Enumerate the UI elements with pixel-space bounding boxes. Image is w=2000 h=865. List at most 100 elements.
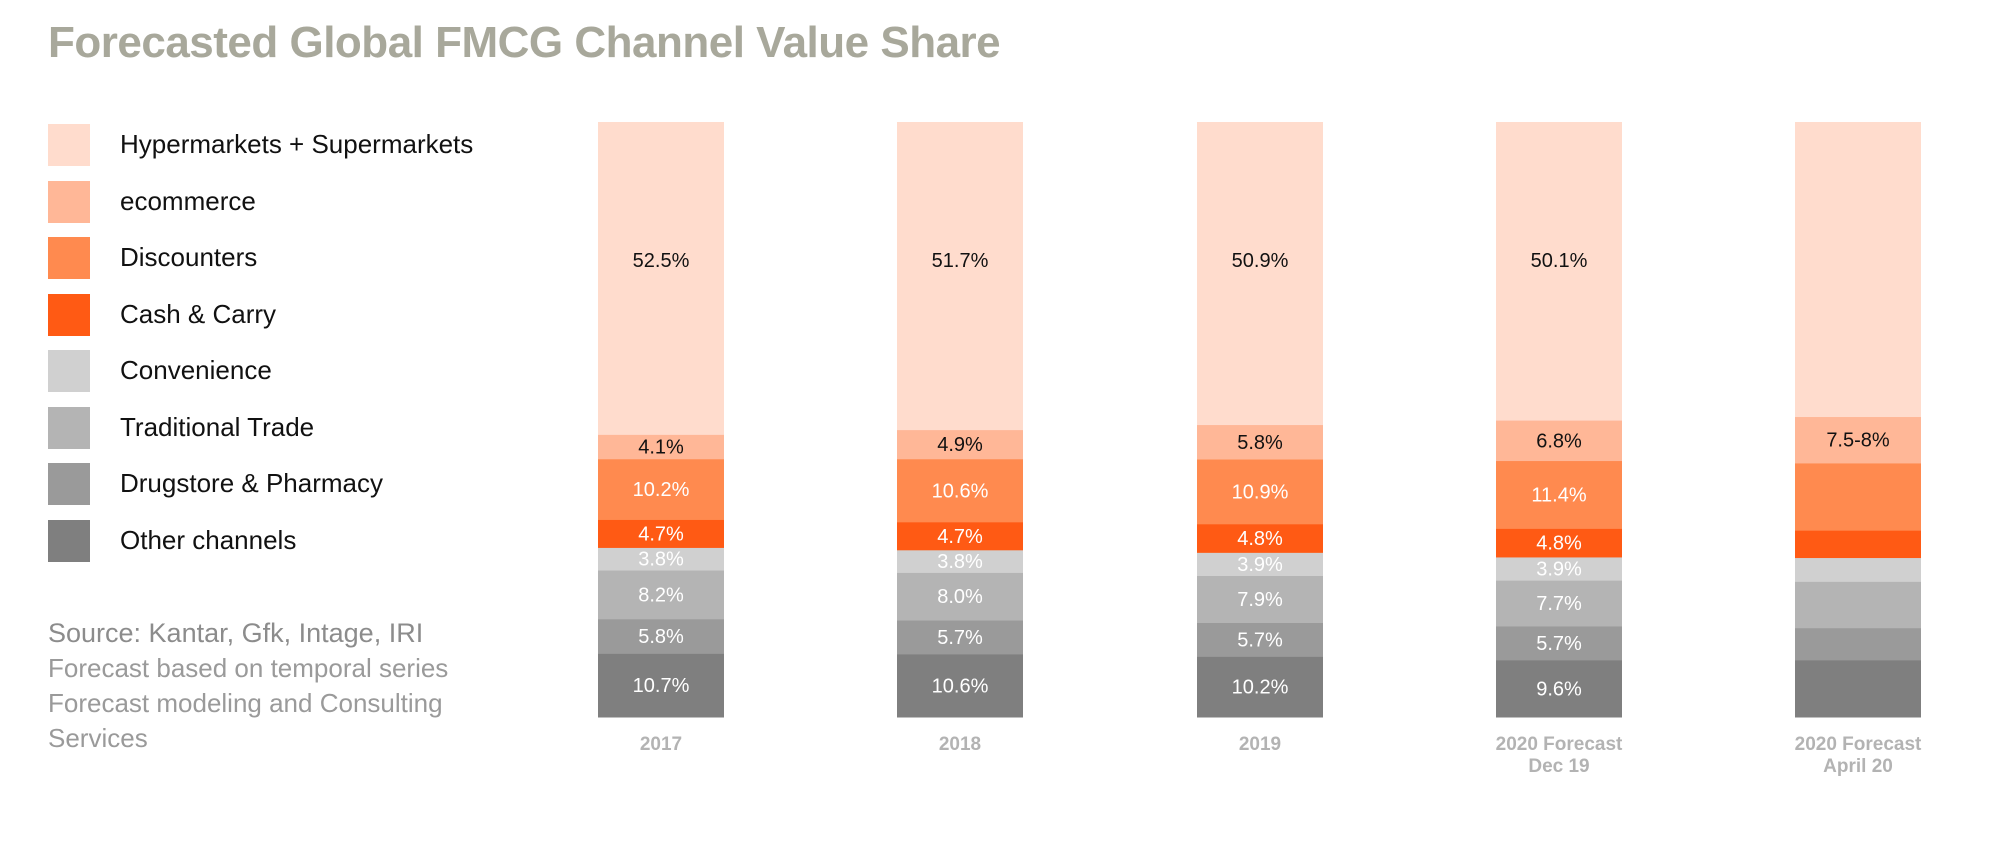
- bar-data-label: 8.0%: [937, 586, 983, 608]
- bar-segment: [897, 620, 1023, 655]
- bar-segment: [598, 519, 724, 548]
- legend-label-ecommerce: ecommerce: [120, 185, 256, 216]
- bar-data-label: 10.6%: [932, 675, 989, 697]
- legend-label-traditional-trade: Traditional Trade: [120, 411, 315, 442]
- x-category-label: 2019: [1239, 734, 1281, 755]
- legend-swatch-convenience: [48, 350, 90, 392]
- bar-segment: [1496, 625, 1622, 661]
- bar-segment: [598, 434, 724, 460]
- chart-title: Forecasted Global FMCG Channel Value Sha…: [48, 18, 1001, 67]
- bar-data-label: 4.1%: [638, 437, 684, 459]
- legend-swatch-drugstore: [48, 463, 90, 505]
- bar-data-label: 5.8%: [1237, 432, 1283, 454]
- bar-segment: [1795, 122, 1921, 418]
- bar-segment: [1197, 656, 1323, 718]
- bar-segment: [1197, 122, 1323, 426]
- bar-data-label: 10.6%: [932, 480, 989, 502]
- bar-segment: [1795, 416, 1921, 464]
- legend-label-drugstore: Drugstore & Pharmacy: [120, 468, 383, 498]
- bar-segment: [897, 549, 1023, 573]
- legend-swatch-cash-carry: [48, 293, 90, 336]
- bar-data-label: 4.8%: [1237, 528, 1283, 550]
- bar-segment: [897, 458, 1023, 523]
- bar-segment: [897, 572, 1023, 621]
- bar-data-label: 11.4%: [1531, 484, 1586, 506]
- legend-label-cash-carry: Cash & Carry: [120, 298, 277, 329]
- legend-label-convenience: Convenience: [120, 355, 272, 385]
- bar-data-label: 5.7%: [1536, 633, 1582, 655]
- bar-segment: [1496, 580, 1622, 627]
- bar-segment: [1795, 659, 1921, 718]
- bar-data-label: 10.7%: [633, 675, 690, 697]
- bar-segment: [897, 122, 1023, 431]
- bar-data-label: 10.2%: [633, 479, 690, 501]
- source-forecast-note: Forecast based on temporal series Foreca…: [48, 653, 449, 753]
- bar-data-label: 10.2%: [1232, 677, 1289, 699]
- bar-data-label: 4.8%: [1536, 533, 1582, 555]
- bar-data-label: 3.9%: [1536, 559, 1582, 581]
- bar-data-label: 3.9%: [1237, 554, 1283, 576]
- bar-segment: [1496, 460, 1622, 529]
- bar-data-label: 8.2%: [638, 584, 684, 606]
- x-category-label: 2017: [640, 734, 682, 755]
- bar-segment: [1795, 462, 1921, 531]
- x-category-label: 2020 Forecast: [1496, 734, 1623, 755]
- bar-segment: [1795, 581, 1921, 629]
- bar-segment: [1197, 523, 1323, 553]
- bar-data-label: 5.7%: [1237, 629, 1283, 651]
- bar-data-label: 7.5-8%: [1826, 430, 1890, 452]
- bar-data-label: 4.7%: [937, 526, 983, 548]
- x-category-label: April 20: [1823, 756, 1893, 777]
- source-note: Source: Kantar, Gfk, Intage, IRI Forecas…: [48, 615, 468, 756]
- bar-segment: [598, 570, 724, 620]
- bar-data-label: 6.8%: [1536, 430, 1582, 452]
- bar-segment: [1197, 424, 1323, 460]
- legend-swatch-other-channels: [48, 519, 90, 562]
- bar-data-label: 50.9%: [1232, 250, 1289, 272]
- bar-segment: [1496, 420, 1622, 462]
- bar-segment: [1496, 528, 1622, 558]
- x-category-label: Dec 19: [1528, 756, 1589, 777]
- bar-segment: [1496, 122, 1622, 421]
- bar-segment: [1496, 659, 1622, 718]
- bar-segment: [598, 122, 724, 435]
- bar-data-label: 4.7%: [638, 523, 684, 545]
- bar-data-label: 7.9%: [1237, 589, 1283, 611]
- bar-segment: [598, 547, 724, 571]
- bar-segment: [1496, 556, 1622, 581]
- legend-swatch-ecommerce: [48, 180, 90, 223]
- bar-data-label: 9.6%: [1536, 678, 1582, 700]
- x-category-label: 2020 Forecast: [1795, 734, 1922, 755]
- legend-label-hypermarkets: Hypermarkets + Supermarkets: [120, 129, 474, 159]
- legend-label-other-channels: Other channels: [120, 524, 297, 555]
- bar-segment: [1197, 552, 1323, 577]
- bar-segment: [1795, 557, 1921, 582]
- bar-segment: [1197, 575, 1323, 623]
- legend-swatch-discounters: [48, 237, 90, 279]
- bar-segment: [598, 653, 724, 718]
- bar-segment: [1795, 627, 1921, 661]
- bar-data-label: 52.5%: [633, 250, 690, 272]
- bar-data-label: 4.9%: [937, 434, 983, 456]
- x-category-label: 2018: [939, 734, 981, 755]
- legend-swatch-traditional-trade: [48, 406, 90, 449]
- bar-data-label: 3.8%: [937, 551, 983, 573]
- bar-segment: [1795, 530, 1921, 559]
- bar-data-label: 50.1%: [1531, 250, 1588, 272]
- bar-segment: [897, 653, 1023, 718]
- bar-data-label: 7.7%: [1536, 593, 1582, 615]
- bar-data-label: 10.9%: [1232, 481, 1289, 503]
- bar-segment: [1197, 459, 1323, 525]
- bar-segment: [598, 458, 724, 520]
- bar-segment: [598, 618, 724, 654]
- bar-segment: [1197, 622, 1323, 657]
- bar-data-label: 5.8%: [638, 626, 684, 648]
- bar-data-label: 5.7%: [937, 627, 983, 649]
- legend-swatch-hypermarkets: [48, 124, 90, 166]
- bar-data-label: 3.8%: [638, 549, 684, 571]
- bar-segment: [897, 429, 1023, 460]
- legend-label-discounters: Discounters: [120, 242, 258, 272]
- source-main: Source: Kantar, Gfk, Intage, IRI: [48, 618, 424, 648]
- bar-data-label: 51.7%: [932, 250, 989, 272]
